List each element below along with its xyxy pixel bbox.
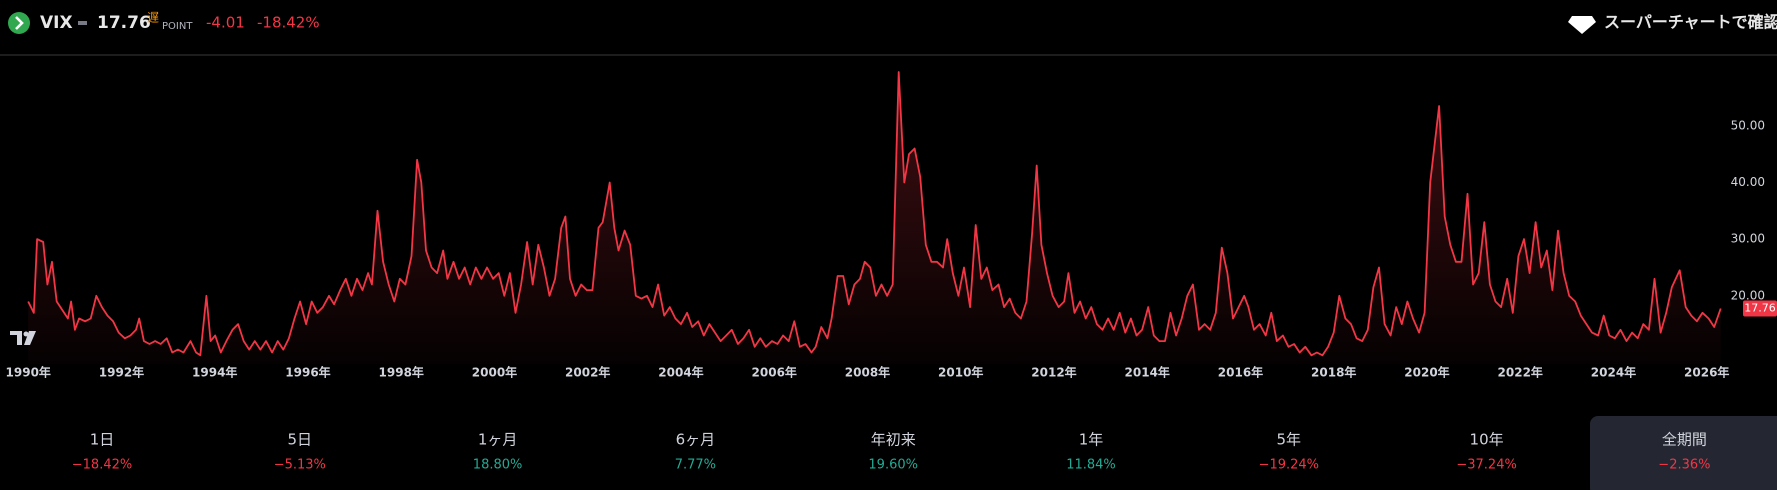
last-price-badge bbox=[1743, 300, 1777, 317]
play-icon[interactable] bbox=[8, 12, 30, 34]
period-change: −5.13% bbox=[274, 458, 326, 473]
y-tick-label: 20.00 bbox=[1731, 288, 1765, 302]
delay-badge: 遅 bbox=[147, 11, 159, 25]
period-change: 11.84% bbox=[1066, 458, 1116, 473]
period-label[interactable]: 1年 bbox=[1079, 431, 1104, 449]
period-change: 18.80% bbox=[473, 458, 523, 473]
change-percent: -18.42% bbox=[257, 14, 320, 32]
x-tick-label: 1998年 bbox=[379, 365, 424, 380]
x-tick-label: 2012年 bbox=[1031, 365, 1076, 380]
period-label[interactable]: 5年 bbox=[1277, 431, 1302, 449]
period-label[interactable]: 6ヶ月 bbox=[676, 431, 716, 449]
period-item[interactable]: 5年 −19.24% bbox=[1259, 431, 1319, 473]
x-tick-label: 2002年 bbox=[565, 365, 610, 380]
unit: POINT bbox=[162, 21, 193, 32]
price: 17.76 bbox=[97, 13, 151, 33]
period-change: −18.42% bbox=[72, 458, 132, 473]
period-item[interactable]: 1日 −18.42% bbox=[72, 431, 132, 473]
period-change: −2.36% bbox=[1658, 458, 1710, 473]
x-tick-label: 2014年 bbox=[1125, 365, 1170, 380]
y-tick-label: 50.00 bbox=[1731, 118, 1765, 132]
period-change: 19.60% bbox=[868, 458, 918, 473]
x-tick-label: 2010年 bbox=[938, 365, 983, 380]
symbol: VIX bbox=[40, 13, 73, 33]
period-item[interactable]: 全期間 −2.36% bbox=[1658, 431, 1710, 473]
period-item[interactable]: 1ヶ月 18.80% bbox=[473, 431, 523, 473]
period-label[interactable]: 5日 bbox=[288, 431, 313, 449]
x-tick-label: 2016年 bbox=[1218, 365, 1263, 380]
play-chevron bbox=[15, 16, 24, 30]
period-item[interactable]: 6ヶ月 7.77% bbox=[675, 431, 716, 473]
supercharts-link[interactable]: スーパーチャートで確認 bbox=[1568, 13, 1777, 35]
period-label[interactable]: 1ヶ月 bbox=[478, 431, 518, 449]
period-item[interactable]: 5日 −5.13% bbox=[274, 431, 326, 473]
x-tick-label: 2006年 bbox=[752, 365, 797, 380]
period-change: −19.24% bbox=[1259, 458, 1319, 473]
period-change: −37.24% bbox=[1456, 458, 1516, 473]
selected-period-bg bbox=[1590, 416, 1777, 490]
x-tick-label: 2020年 bbox=[1404, 365, 1449, 380]
y-tick-label: 30.00 bbox=[1731, 232, 1765, 246]
x-tick-label: 2024年 bbox=[1591, 365, 1636, 380]
tv-logo bbox=[10, 331, 36, 345]
period-label[interactable]: 年初来 bbox=[871, 431, 916, 449]
chart: 20.00 30.00 40.00 50.00 1990年 1992年 1994年 1996年… bbox=[6, 71, 1777, 380]
period-item[interactable]: 10年 −37.24% bbox=[1456, 431, 1516, 473]
x-tick-label: 2022年 bbox=[1498, 365, 1543, 380]
period-item[interactable]: 年初来 19.60% bbox=[868, 431, 918, 473]
x-tick-label: 2026年 bbox=[1684, 365, 1729, 380]
x-tick-label: 1992年 bbox=[99, 365, 144, 380]
period-label[interactable]: 10年 bbox=[1470, 431, 1504, 449]
x-tick-label: 2000年 bbox=[472, 365, 517, 380]
x-tick-label: 2004年 bbox=[658, 365, 703, 380]
link-icon bbox=[1568, 16, 1596, 34]
period-label[interactable]: 全期間 bbox=[1662, 431, 1707, 449]
change: -4.01 bbox=[206, 14, 245, 32]
x-tick-label: 1994年 bbox=[192, 365, 237, 380]
x-tick-label: 2018年 bbox=[1311, 365, 1356, 380]
period-change: 7.77% bbox=[675, 458, 716, 473]
header: VIX 17.76 遅 POINT -4.01 -18.42% スーパーチャート… bbox=[0, 11, 1777, 56]
periods: 1日 −18.42% 5日 −5.13% 1ヶ月 18.80% 6ヶ月 7.77% 年初来 19.… bbox=[72, 416, 1777, 490]
area bbox=[28, 72, 1721, 364]
period-item[interactable]: 1年 11.84% bbox=[1066, 431, 1116, 473]
link-text[interactable]: スーパーチャートで確認 bbox=[1604, 13, 1777, 32]
x-tick-label: 1996年 bbox=[285, 365, 330, 380]
separator bbox=[78, 21, 87, 25]
y-tick-label: 40.00 bbox=[1731, 175, 1765, 189]
period-label[interactable]: 1日 bbox=[90, 431, 115, 449]
last-price-label: 17.76 bbox=[1744, 301, 1776, 314]
x-tick-label: 2008年 bbox=[845, 365, 890, 380]
line bbox=[27, 71, 1722, 357]
x-tick-label: 1990年 bbox=[6, 365, 51, 380]
